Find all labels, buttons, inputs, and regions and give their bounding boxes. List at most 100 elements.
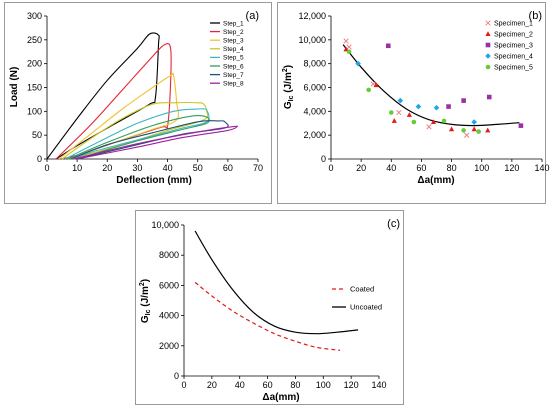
data-point-specimen-4 <box>471 119 477 125</box>
x-axis-label: Δa(mm) <box>262 392 299 403</box>
data-point-specimen-2 <box>471 126 477 132</box>
data-point-specimen-1 <box>426 124 432 130</box>
y-tick-label: 150 <box>27 83 42 93</box>
y-tick-label: 2000 <box>159 341 179 351</box>
data-point-specimen-4 <box>397 97 404 104</box>
y-tick-label: 6,000 <box>303 83 326 93</box>
data-point-specimen-2 <box>448 126 455 132</box>
data-point-specimen-2 <box>373 82 379 88</box>
chart-panel-b: 0 20 40 60 80 100 120 140 0 2,000 4,000 6,000 8,000 1… <box>277 2 550 204</box>
data-point-specimen-2 <box>391 118 397 123</box>
y-tick-label: 200 <box>27 59 42 69</box>
data-point-specimen-5 <box>388 110 394 115</box>
legend-label: Step_5 <box>223 55 244 62</box>
load-deflection-chart: 0 10 20 30 40 50 60 70 0 50 100 150 200 250 300 Deflect… <box>9 10 263 186</box>
trend-line <box>342 44 520 127</box>
x-axis-label: Deflection (mm) <box>116 175 192 186</box>
legend-label: Step_8 <box>223 81 244 88</box>
series-line-step-1 <box>46 32 160 160</box>
x-tick-label: 140 <box>534 163 549 173</box>
series-line-step-2 <box>55 42 172 160</box>
data-point-specimen-1 <box>346 44 352 50</box>
legend-label: Step_7 <box>223 72 244 79</box>
data-point-specimen-1 <box>396 109 402 116</box>
panel-label: (b) <box>529 10 542 22</box>
x-tick-label: 40 <box>235 380 245 390</box>
y-tick-label: 4,000 <box>303 106 326 116</box>
panel-label: (a) <box>246 10 259 22</box>
data-point-specimen-5 <box>366 87 371 93</box>
data-point-specimen-3 <box>446 104 451 109</box>
x-tick-label: 20 <box>356 163 366 173</box>
series-line-step-4 <box>61 102 209 160</box>
legend-label: Uncoated <box>350 303 382 312</box>
data-point-specimen-5 <box>441 118 447 124</box>
data-point-specimen-4 <box>415 103 422 110</box>
data-point-specimen-3 <box>518 123 524 128</box>
x-tick-label: 60 <box>416 163 426 173</box>
x-tick-label: 60 <box>223 163 233 173</box>
x-tick-label: 0 <box>328 163 333 173</box>
series-line-step-3 <box>58 72 180 160</box>
y-tick-label: 300 <box>27 11 42 21</box>
y-tick-label: 6000 <box>159 280 179 290</box>
legend-label: Coated <box>350 285 374 294</box>
gic-scatter-chart: 0 20 40 60 80 100 120 140 0 2,000 4,000 6,000 8,000 1… <box>282 10 550 186</box>
legend-marker <box>485 53 491 59</box>
y-tick-label: 10,000 <box>151 220 179 230</box>
data-point-specimen-3 <box>486 94 492 100</box>
y-tick-label: 2,000 <box>303 130 326 140</box>
legend-label: Step_2 <box>223 29 244 36</box>
data-point-specimen-2 <box>485 127 491 133</box>
x-tick-label: 100 <box>474 163 489 173</box>
y-tick-label: 4000 <box>159 311 179 321</box>
x-tick-label: 70 <box>253 163 263 173</box>
legend-marker <box>485 20 491 26</box>
y-axis-label: GIc (J/m2) <box>282 65 295 109</box>
x-tick-label: 40 <box>386 163 396 173</box>
legend-label: Step_1 <box>223 20 244 27</box>
legend-label: Step_4 <box>223 46 244 53</box>
y-tick-label: 100 <box>27 106 42 116</box>
series-line-uncoated <box>194 230 359 335</box>
y-axis-label: GIc (J/m2) <box>139 279 152 323</box>
x-tick-label: 20 <box>102 163 112 173</box>
legend-marker <box>485 31 491 36</box>
y-tick-label: 8000 <box>159 250 179 260</box>
x-tick-label: 50 <box>193 163 203 173</box>
data-point-specimen-2 <box>343 46 349 52</box>
x-tick-label: 60 <box>263 380 273 390</box>
gic-comparison-chart: 0 20 40 60 80 100 120 140 0 2000 4000 6000 8000 10,00… <box>139 218 400 403</box>
chart-panel-c: 0 20 40 60 80 100 120 140 0 2000 4000 6000 8000 10,00… <box>135 210 404 405</box>
series-line-step-5 <box>64 108 210 160</box>
data-point-specimen-3 <box>461 98 466 103</box>
y-tick-label: 0 <box>321 154 326 164</box>
y-tick-label: 10,000 <box>298 35 326 45</box>
data-point-specimen-4 <box>433 104 440 111</box>
y-tick-label: 0 <box>37 154 42 164</box>
panel-label: (c) <box>387 218 400 230</box>
y-tick-label: 50 <box>32 130 42 140</box>
data-point-specimen-5 <box>476 129 481 134</box>
y-tick-label: 12,000 <box>298 11 326 21</box>
series-line-step-8 <box>73 125 238 160</box>
legend-label: Specimen_3 <box>494 43 533 50</box>
series-line-coated <box>194 281 341 351</box>
x-tick-label: 80 <box>290 380 300 390</box>
data-point-specimen-3 <box>385 43 391 49</box>
y-tick-label: 0 <box>174 371 179 381</box>
x-tick-label: 80 <box>447 163 457 173</box>
x-tick-label: 120 <box>504 163 519 173</box>
data-point-specimen-1 <box>343 38 349 44</box>
legend-label: Specimen_4 <box>494 54 533 61</box>
data-point-specimen-2 <box>406 112 412 117</box>
legend-label: Step_3 <box>223 38 244 45</box>
x-tick-label: 40 <box>163 163 173 173</box>
series-line-step-6 <box>67 114 210 160</box>
legend-marker <box>485 64 491 70</box>
x-tick-label: 120 <box>344 380 359 390</box>
legend-label: Specimen_5 <box>494 65 533 72</box>
x-axis-label: Δa(mm) <box>417 175 454 186</box>
x-tick-label: 0 <box>44 163 49 173</box>
data-point-specimen-4 <box>355 60 361 67</box>
